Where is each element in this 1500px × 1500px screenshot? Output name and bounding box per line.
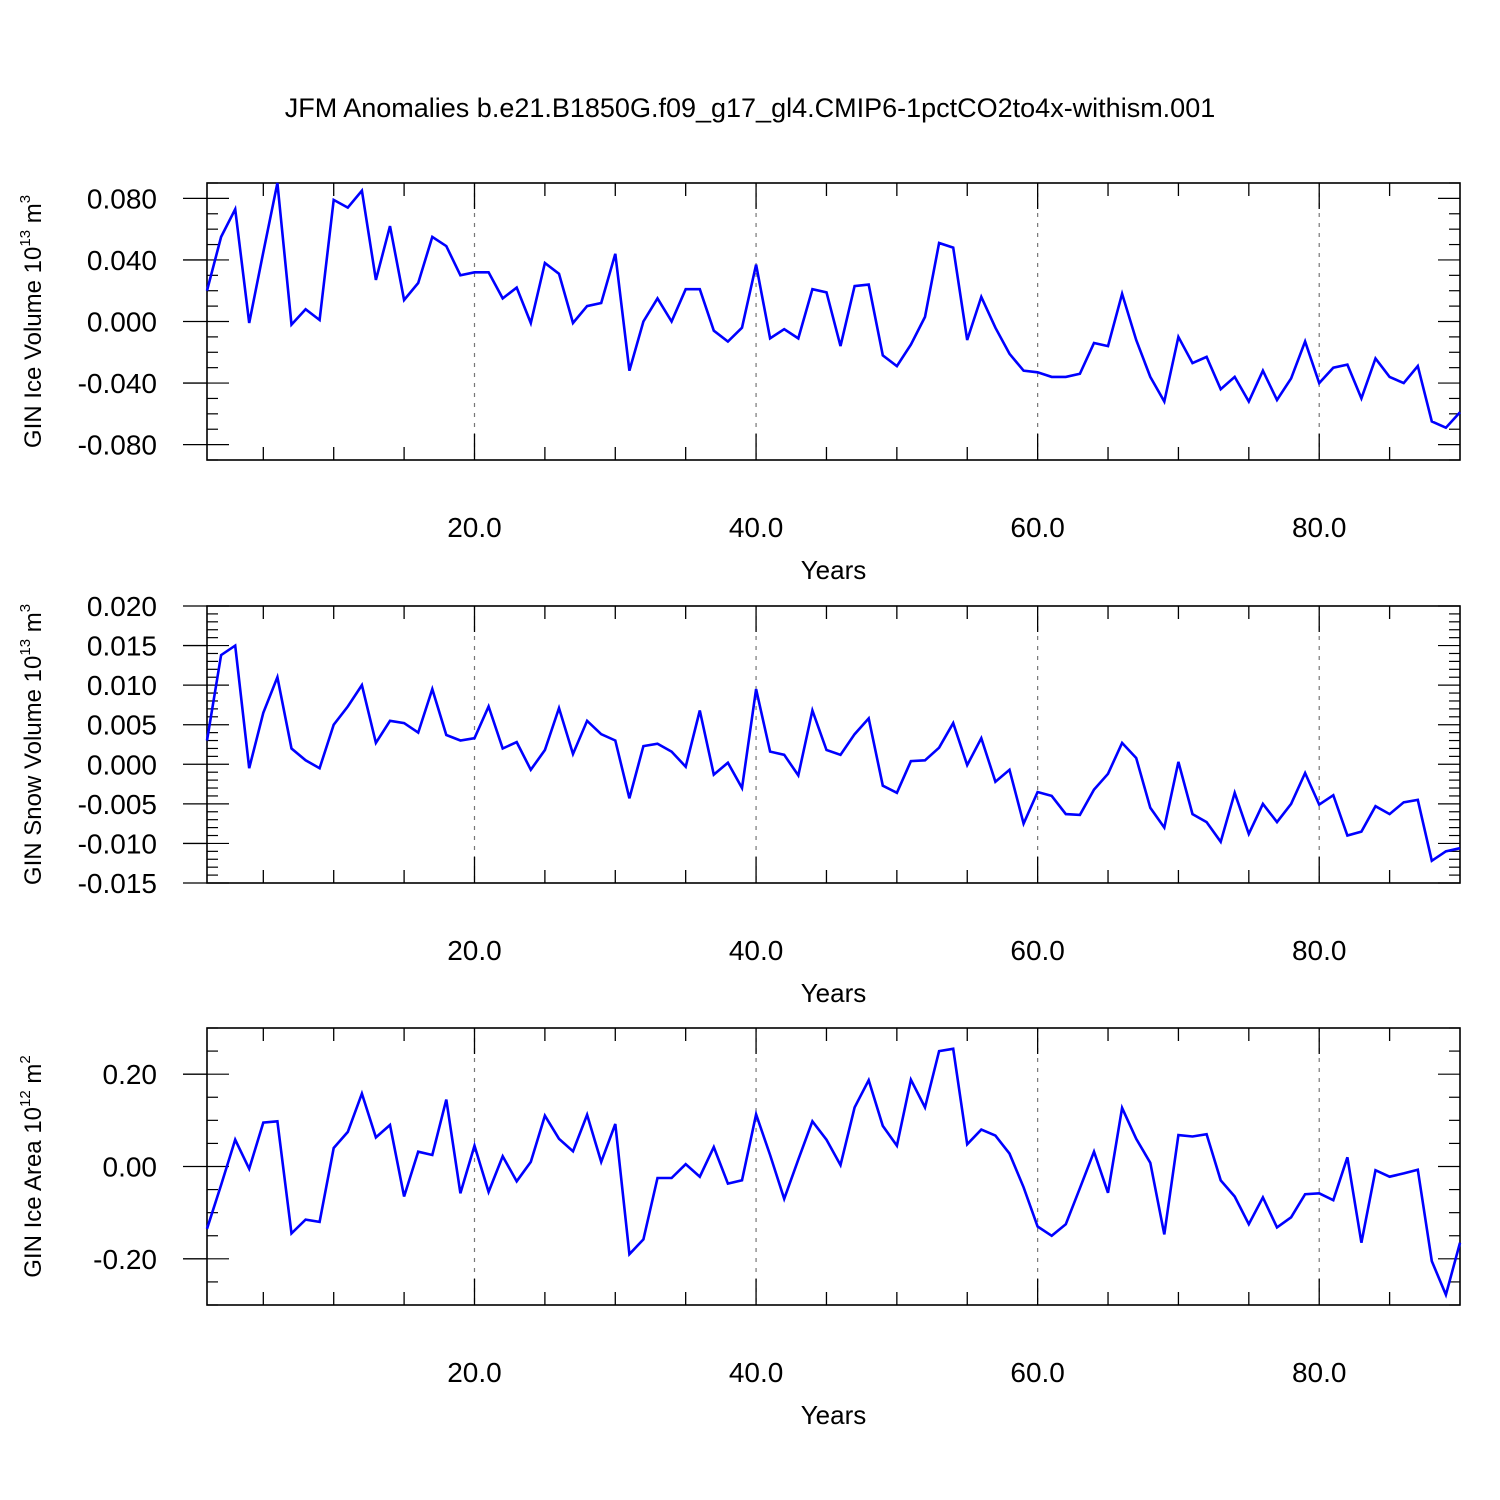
y-tick-label: 0.080	[87, 183, 157, 214]
y-tick-label: 0.000	[87, 749, 157, 780]
plot-frame	[206, 605, 1461, 884]
x-tick-label: 40.0	[729, 935, 784, 966]
figure-title: JFM Anomalies b.e21.B1850G.f09_g17_gl4.C…	[284, 93, 1216, 123]
y-axis-label-sup2: 3	[17, 195, 34, 203]
x-tick-label: 40.0	[729, 1357, 784, 1388]
x-tick-label: 60.0	[1010, 1357, 1065, 1388]
x-axis-label: Years	[801, 1400, 867, 1430]
x-tick-label: 40.0	[729, 512, 784, 543]
y-tick-label: 0.040	[87, 245, 157, 276]
x-axis-label: Years	[801, 978, 867, 1008]
y-tick-label: -0.015	[78, 868, 157, 899]
y-axis-label-unit: m	[20, 612, 47, 639]
y-axis-label-text: GIN Ice Volume 10	[20, 247, 47, 448]
data-series-line	[205, 182, 1461, 430]
y-axis-label-unit: m	[20, 1064, 47, 1091]
plot-frame	[206, 1027, 1461, 1306]
y-tick-label: -0.005	[78, 789, 157, 820]
x-tick-label: 80.0	[1292, 1357, 1347, 1388]
y-tick-label: 0.015	[87, 631, 157, 662]
x-tick-label: 20.0	[447, 512, 502, 543]
y-axis-label-sup2: 2	[17, 1055, 34, 1063]
y-tick-label: 0.010	[87, 670, 157, 701]
y-tick-label: -0.040	[78, 368, 157, 399]
x-tick-label: 20.0	[447, 935, 502, 966]
y-tick-label: 0.20	[103, 1059, 158, 1090]
y-axis-label: GIN Ice Area 1012 m2	[17, 1055, 47, 1277]
y-axis-label-sup2: 3	[17, 604, 34, 612]
y-axis-label: GIN Ice Volume 1013 m3	[17, 195, 47, 448]
y-tick-label: 0.00	[103, 1152, 158, 1183]
y-tick-label: 0.020	[87, 591, 157, 622]
y-tick-label: -0.080	[78, 430, 157, 461]
ice-area-panel: 0.20 0.00 -0.20 20.0 40.0 60.0 80.0 Years GIN Ic…	[17, 1027, 1462, 1430]
y-axis-label-sup1: 13	[17, 230, 34, 247]
y-axis-label-text: GIN Ice Area 10	[20, 1107, 47, 1278]
y-axis-label-sup1: 12	[17, 1090, 34, 1107]
x-tick-label: 80.0	[1292, 512, 1347, 543]
plot-frame	[206, 182, 1461, 461]
y-axis-label-text: GIN Snow Volume 10	[20, 656, 47, 885]
y-tick-label: -0.20	[93, 1244, 157, 1275]
ice-volume-panel: 0.080 0.040 0.000 -0.040 -0.080 20.0 40.0 60.0 8…	[17, 182, 1461, 585]
y-tick-label: -0.010	[78, 828, 157, 859]
x-tick-label: 80.0	[1292, 935, 1347, 966]
x-axis-label: Years	[801, 555, 867, 585]
y-axis-label: GIN Snow Volume 1013 m3	[17, 604, 47, 885]
y-axis-label-unit: m	[20, 203, 47, 230]
snow-volume-panel: 0.020 0.015 0.010 0.005 0.000 -0.005 -0.010 -0.…	[17, 591, 1461, 1008]
data-series-line	[205, 1047, 1462, 1299]
x-tick-label: 60.0	[1010, 512, 1065, 543]
y-tick-label: 0.005	[87, 710, 157, 741]
data-series-line	[205, 643, 1461, 863]
x-tick-label: 60.0	[1010, 935, 1065, 966]
x-tick-label: 20.0	[447, 1357, 502, 1388]
y-axis-label-sup1: 13	[17, 639, 34, 656]
y-tick-label: 0.000	[87, 307, 157, 338]
